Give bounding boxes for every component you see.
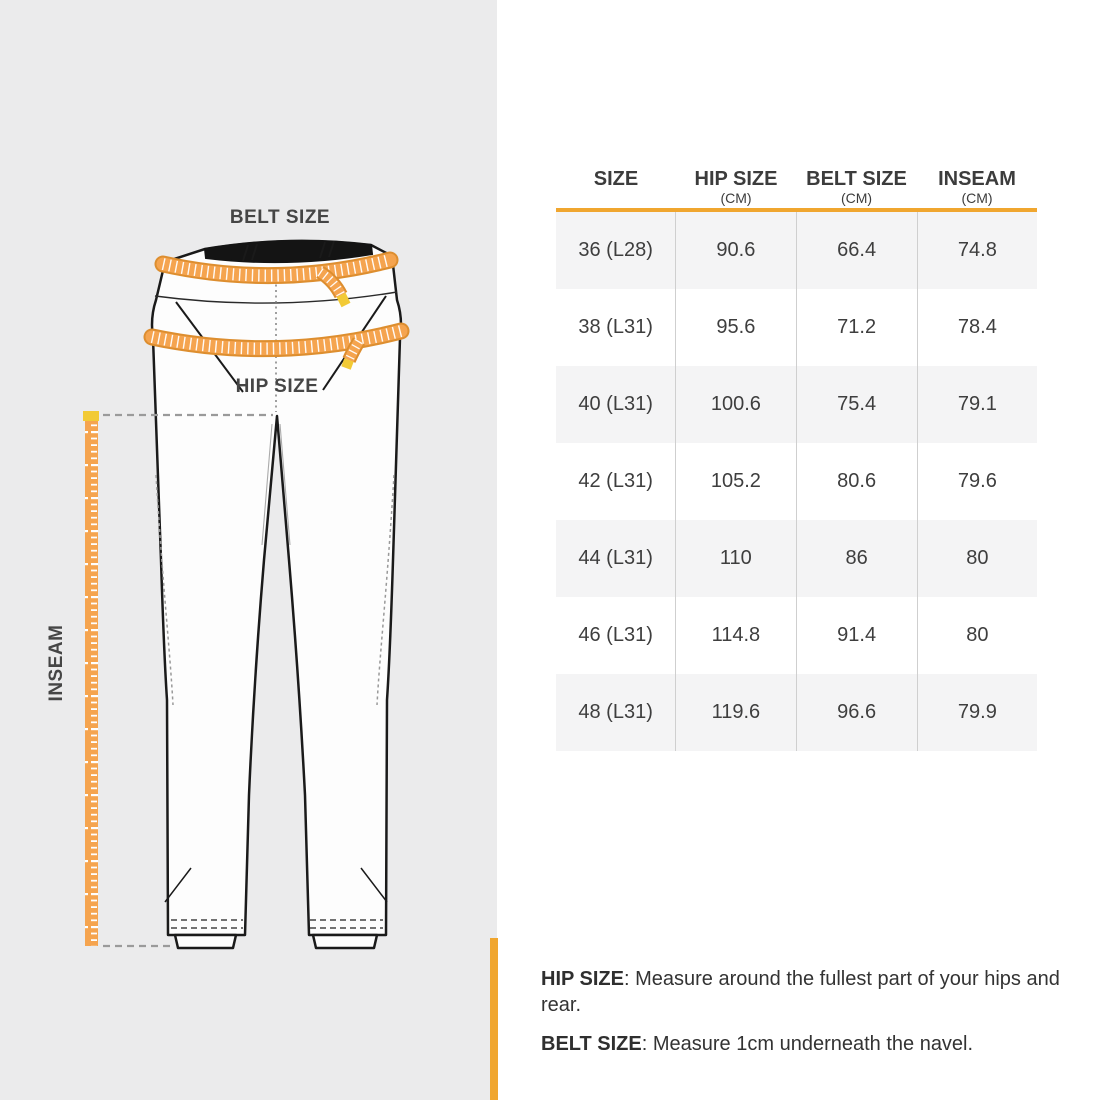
ruler-body: [85, 421, 98, 946]
hem-cuffs: [173, 933, 379, 950]
hip-tape-tip: [341, 358, 354, 370]
inseam-cell: 79.1: [916, 366, 1037, 443]
hip-size-cell: 90.6: [675, 212, 795, 289]
inseam-cell: 74.8: [916, 212, 1037, 289]
table-row: 46 (L31) 114.8 91.4 80: [556, 597, 1037, 674]
hip-size-note-term: HIP SIZE: [541, 968, 624, 990]
size-table: SIZE HIP SIZE (CM) BELT SIZE (CM) INSEAM…: [556, 150, 1037, 751]
table-row: 36 (L28) 90.6 66.4 74.8: [556, 212, 1037, 289]
belt-size-cell: 75.4: [795, 366, 917, 443]
size-cell: 38 (L31): [578, 316, 653, 338]
hip-size-note-text: : Measure around the fullest part of you…: [541, 968, 1060, 1016]
column-unit: (CM): [720, 190, 752, 206]
hip-size-cell: 105.2: [675, 443, 795, 520]
column-header-belt-size: BELT SIZE (CM): [796, 150, 917, 208]
inseam-diagram-label: INSEAM: [46, 624, 67, 702]
hip-size-cell: 119.6: [675, 674, 795, 751]
size-cell: 40 (L31): [578, 393, 653, 415]
size-cell: 36 (L28): [578, 239, 653, 261]
column-label: BELT SIZE: [806, 168, 907, 190]
header-accent-rule: [556, 208, 1037, 212]
belt-size-cell: 66.4: [795, 212, 917, 289]
inseam-ruler: [83, 411, 99, 946]
column-header-hip-size: HIP SIZE (CM): [676, 150, 796, 208]
guide-lines: [103, 413, 273, 948]
accent-bar: [490, 938, 498, 1100]
belt-size-diagram-label: BELT SIZE: [229, 207, 331, 228]
pants-illustration: [83, 239, 410, 950]
column-label: SIZE: [593, 168, 639, 190]
column-label: HIP SIZE: [694, 168, 778, 190]
table-row: 38 (L31) 95.6 71.2 78.4: [556, 289, 1037, 366]
belt-size-cell: 96.6: [795, 674, 917, 751]
hip-size-cell: 100.6: [675, 366, 795, 443]
inseam-cell: 80: [916, 520, 1037, 597]
inseam-cell: 80: [916, 597, 1037, 674]
hip-size-diagram-label: HIP SIZE: [235, 376, 319, 397]
size-cell: 46 (L31): [578, 624, 653, 646]
belt-size-cell: 80.6: [795, 443, 917, 520]
table-row: 40 (L31) 100.6 75.4 79.1: [556, 366, 1037, 443]
column-unit: (CM): [961, 190, 993, 206]
belt-size-note: BELT SIZE: Measure 1cm underneath the na…: [541, 1031, 1081, 1057]
hip-size-cell: 110: [675, 520, 795, 597]
inseam-cell: 79.6: [916, 443, 1037, 520]
column-unit: (CM): [840, 190, 873, 206]
size-cell: 44 (L31): [578, 547, 653, 569]
hip-size-note: HIP SIZE: Measure around the fullest par…: [541, 966, 1081, 1018]
inseam-cell: 78.4: [916, 289, 1037, 366]
column-header-size: SIZE: [556, 150, 676, 208]
belt-size-note-term: BELT SIZE: [541, 1033, 642, 1055]
belt-tape-measure: [154, 251, 399, 308]
table-row: 48 (L31) 119.6 96.6 79.9: [556, 674, 1037, 751]
hip-tape-measure: [143, 322, 410, 370]
hip-size-cell: 114.8: [675, 597, 795, 674]
belt-size-cell: 91.4: [795, 597, 917, 674]
column-label: INSEAM: [938, 168, 1016, 190]
column-unit: [556, 190, 676, 208]
table-row: 42 (L31) 105.2 80.6 79.6: [556, 443, 1037, 520]
measurement-notes: HIP SIZE: Measure around the fullest par…: [541, 966, 1081, 1070]
belt-size-note-text: : Measure 1cm underneath the navel.: [641, 1033, 974, 1055]
size-cell: 42 (L31): [578, 470, 653, 492]
table-header-row: SIZE HIP SIZE (CM) BELT SIZE (CM) INSEAM…: [556, 150, 1037, 208]
belt-size-cell: 86: [795, 520, 917, 597]
belt-tape-tip: [336, 292, 351, 308]
size-cell: 48 (L31): [578, 701, 653, 723]
size-diagram-panel: BELT SIZE HIP SIZE INSEAM: [0, 0, 497, 1100]
table-row: 44 (L31) 110 86 80: [556, 520, 1037, 597]
hip-size-cell: 95.6: [675, 289, 795, 366]
column-header-inseam: INSEAM (CM): [917, 150, 1037, 208]
belt-size-cell: 71.2: [795, 289, 917, 366]
ruler-cap: [83, 411, 99, 421]
inseam-cell: 79.9: [916, 674, 1037, 751]
